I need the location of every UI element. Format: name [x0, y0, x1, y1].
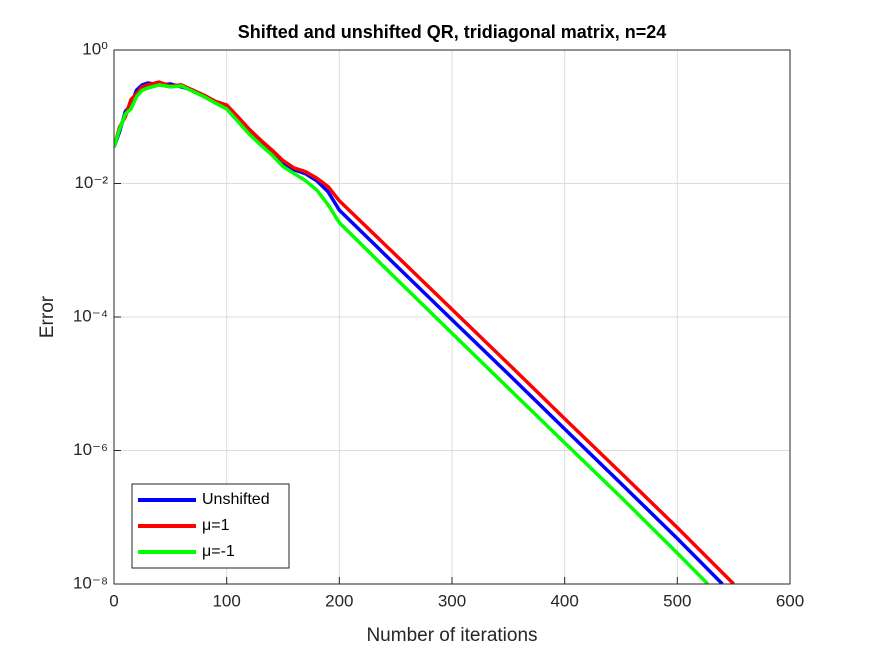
y-tick-label: 10⁻⁴: [73, 306, 108, 325]
axes-box: [113, 49, 791, 585]
x-tick-label: 300: [438, 591, 466, 610]
x-tick-label: 400: [550, 591, 578, 610]
y-tick-label: 10⁰: [82, 39, 108, 58]
x-tick-label: 0: [109, 591, 118, 610]
x-tick-label: 500: [663, 591, 691, 610]
x-tick-label: 600: [776, 591, 804, 610]
y-tick-label: 10⁻⁸: [73, 573, 108, 592]
legend-label: Unshifted: [202, 491, 270, 508]
x-tick-label: 100: [212, 591, 240, 610]
legend-label: μ=1: [202, 517, 230, 534]
line-series: [114, 83, 710, 584]
x-tick-label: 200: [325, 591, 353, 610]
x-axis-label: Number of iterations: [366, 625, 537, 646]
line-series: [114, 80, 735, 584]
y-tick-label: 10⁻⁶: [73, 440, 108, 459]
y-axis-label: Error: [37, 295, 58, 338]
legend-label: μ=-1: [202, 543, 235, 560]
y-tick-label: 10⁻²: [74, 173, 108, 192]
chart-title: Shifted and unshifted QR, tridiagonal ma…: [238, 22, 667, 42]
